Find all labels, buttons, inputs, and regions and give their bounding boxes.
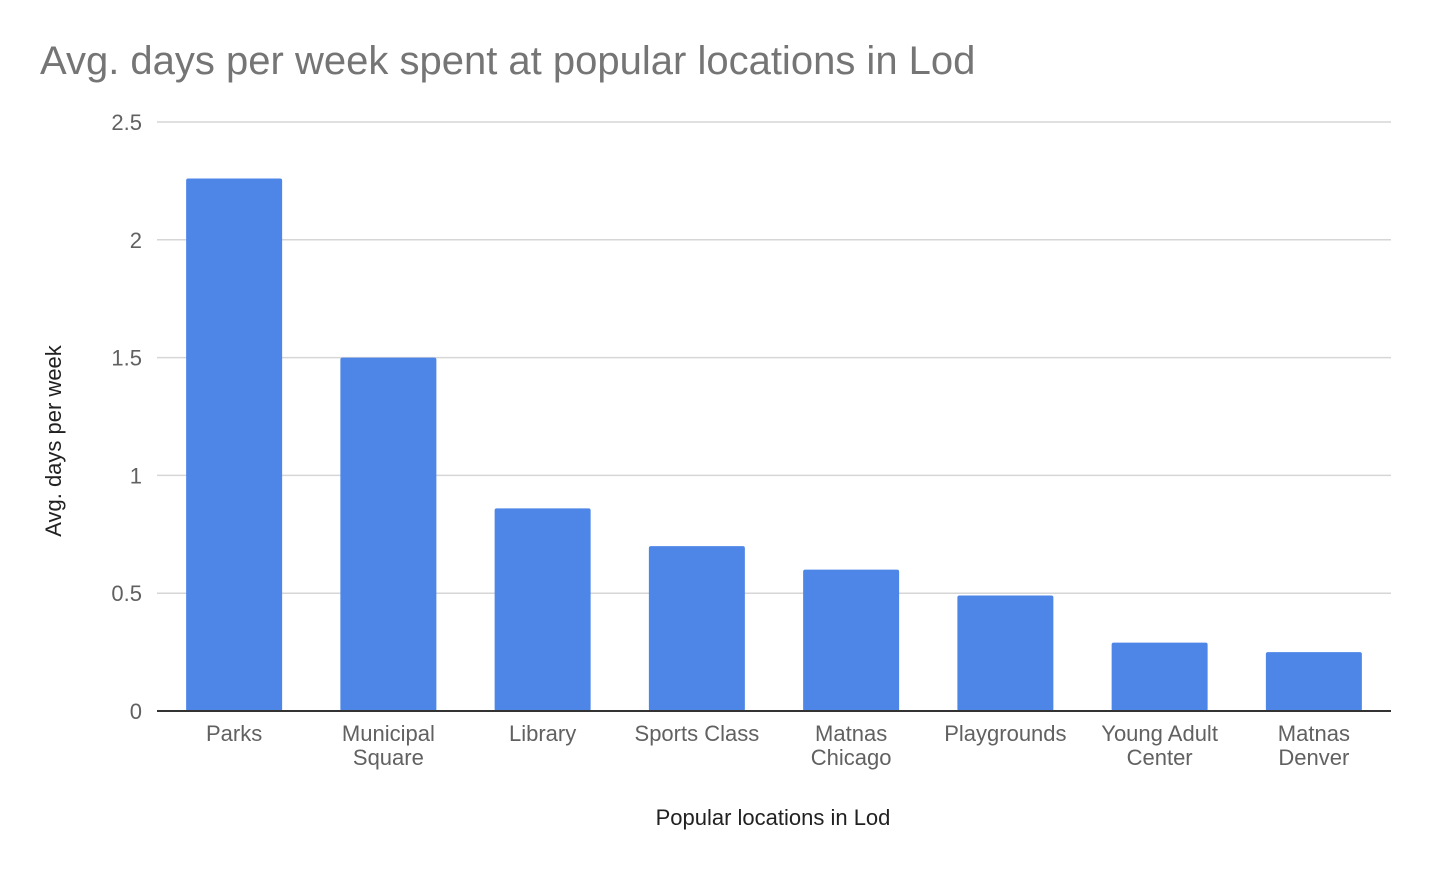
bar [957,595,1054,711]
chart-title: Avg. days per week spent at popular loca… [40,39,975,83]
y-tick-label: 1.5 [111,346,142,371]
x-category-label-line: Playgrounds [944,721,1066,746]
x-axis-categories: Parks Municipal Square Library Sports Class M… [206,721,1350,770]
x-category-label-line: Chicago [811,745,892,770]
x-axis-label: Popular locations in Lod [656,805,891,830]
y-tick-label: 1 [130,463,142,488]
bar [1265,652,1362,711]
y-axis-label: Avg. days per week [41,344,66,537]
y-tick-label: 2 [130,228,142,253]
x-category-label-line: Library [509,721,576,746]
bar [340,357,437,711]
x-category-label-line: Young Adult [1101,721,1218,746]
bar [1111,642,1208,711]
x-category-label-line: Denver [1278,745,1349,770]
x-category-label-line: Square [353,745,424,770]
x-category-label-line: Matnas [815,721,887,746]
x-category-label: Playgrounds [944,721,1066,746]
bars [186,178,1362,711]
y-tick-label: 0 [130,699,142,724]
bar [494,508,591,711]
x-category-label-line: Center [1127,745,1193,770]
x-category-label-line: Municipal [342,721,435,746]
x-category-label-line: Sports Class [635,721,760,746]
y-tick-label: 0.5 [111,581,142,606]
x-category-label: Parks [206,721,262,746]
x-category-label: Municipal Square [342,721,435,770]
x-category-label: Young Adult Center [1101,721,1218,770]
x-category-label: Matnas Chicago [811,721,892,770]
x-category-label-line: Parks [206,721,262,746]
y-tick-label: 2.5 [111,110,142,135]
x-category-label: Library [509,721,576,746]
y-axis-ticks: 0 0.5 1 1.5 2 2.5 [111,110,142,724]
x-category-label: Sports Class [635,721,760,746]
x-category-label: Matnas Denver [1278,721,1350,770]
bar [648,546,745,711]
x-category-label-line: Matnas [1278,721,1350,746]
bar [186,178,283,711]
bar [803,569,900,711]
